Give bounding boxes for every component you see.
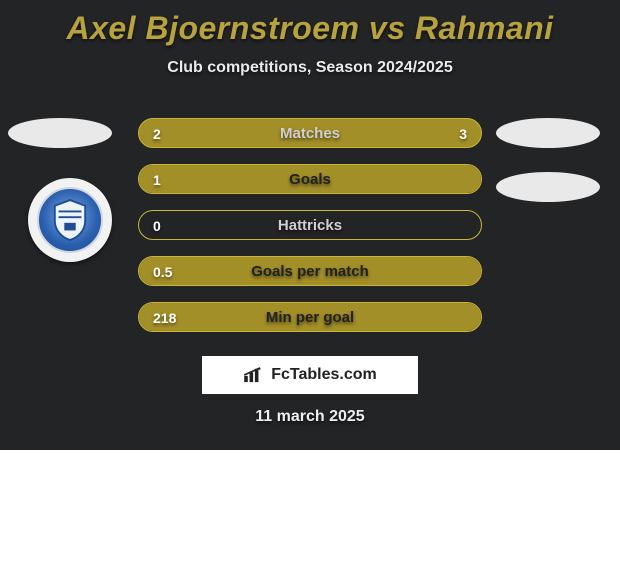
stat-label: Goals per match [139,257,481,287]
player-right-mark [496,172,600,202]
watermark: FcTables.com [202,356,418,394]
stat-label: Matches [139,119,481,149]
watermark-text: FcTables.com [271,366,377,384]
shield-icon [51,198,89,242]
stat-pill: 2 Matches 3 [138,118,482,148]
player-right-mark [496,118,600,148]
stat-label: Goals [139,165,481,195]
stat-right-value: 3 [459,119,467,149]
date-text: 11 march 2025 [0,408,620,426]
page-title: Axel Bjoernstroem vs Rahmani [0,0,620,47]
stats-card: Axel Bjoernstroem vs Rahmani Club compet… [0,0,620,450]
stat-label: Hattricks [139,211,481,241]
stat-row: 0.5 Goals per match [0,256,620,302]
subtitle: Club competitions, Season 2024/2025 [0,59,620,77]
stat-row: 2 Matches 3 [0,118,620,164]
stat-pill: 218 Min per goal [138,302,482,332]
player-left-mark [8,118,112,148]
club-badge [28,178,112,262]
club-badge-inner [37,187,103,253]
stat-pill: 1 Goals [138,164,482,194]
stat-pill: 0.5 Goals per match [138,256,482,286]
stat-row: 218 Min per goal [0,302,620,348]
blank-area [0,450,620,580]
stat-label: Min per goal [139,303,481,333]
bars-icon [243,367,265,383]
stat-pill: 0 Hattricks [138,210,482,240]
